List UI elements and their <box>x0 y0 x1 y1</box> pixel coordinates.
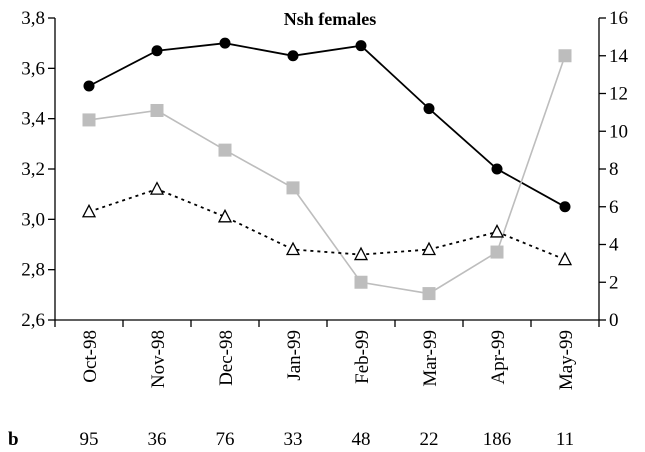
left-y-tick-label: 3,6 <box>21 58 45 79</box>
series-1-point <box>219 37 231 49</box>
footer-value: 76 <box>216 429 235 450</box>
footer-label: b <box>8 429 19 450</box>
series-1-line <box>88 42 566 208</box>
x-tick-label: Nov-98 <box>148 330 169 388</box>
right-y-tick-label: 16 <box>609 8 628 29</box>
series-1-point <box>355 40 367 52</box>
series-2-line <box>88 55 566 295</box>
series-3-point <box>557 251 573 266</box>
left-y-tick-label: 2,6 <box>21 310 45 331</box>
series-3-point <box>285 241 301 256</box>
x-tick-label: Apr-99 <box>488 330 509 385</box>
right-y-tick-label: 2 <box>609 272 619 293</box>
series-1-point <box>559 201 571 213</box>
series-3-point <box>81 203 97 218</box>
x-tick-label: Jan-99 <box>284 330 305 381</box>
series-1-point <box>491 163 503 175</box>
x-tick-label: Feb-99 <box>352 330 373 384</box>
left-y-tick-label: 3,2 <box>21 159 45 180</box>
series-2-point <box>558 49 572 63</box>
series-3-point <box>421 241 437 256</box>
series-3-line <box>88 188 566 261</box>
series-2-point <box>150 103 164 117</box>
footer-value: 36 <box>148 429 167 450</box>
x-tick-label: May-99 <box>556 330 577 390</box>
footer-value: 48 <box>352 429 371 450</box>
footer-row: b 95 36 76 33 48 22 186 11 <box>8 429 574 450</box>
x-tick-label: Oct-98 <box>80 330 101 383</box>
left-y-tick-label: 3,4 <box>21 109 45 130</box>
footer-value: 33 <box>284 429 303 450</box>
series-1-point <box>423 103 435 115</box>
footer-value: 11 <box>556 429 574 450</box>
left-y-tick-label: 2,8 <box>21 260 45 281</box>
series-2-point <box>354 275 368 289</box>
footer-value: 95 <box>80 429 99 450</box>
right-y-tick-label: 14 <box>609 46 629 67</box>
right-y-tick-label: 10 <box>609 121 628 142</box>
chart-title: Nsh females <box>284 9 377 29</box>
series-2-point <box>218 143 232 157</box>
left-y-tick-label: 3,8 <box>21 8 45 29</box>
x-tick-label: Mar-99 <box>420 330 441 387</box>
series-3-point <box>353 246 369 261</box>
series-layer <box>81 37 573 301</box>
right-y-tick-label: 12 <box>609 84 628 105</box>
series-1-point <box>83 80 95 92</box>
footer-value: 186 <box>483 429 512 450</box>
right-y-tick-label: 0 <box>609 310 619 331</box>
axes: 2,6 2,8 3,0 3,2 3,4 3,6 3,8 0 2 4 6 8 10 12 14 16 Oct-98… <box>21 8 628 390</box>
series-1-point <box>287 50 299 62</box>
series-1-point <box>151 45 163 57</box>
series-3-point <box>149 181 165 195</box>
series-2-point <box>286 181 300 195</box>
right-y-tick-label: 8 <box>609 159 619 180</box>
series-3-point <box>217 208 233 223</box>
x-tick-label: Dec-98 <box>216 330 237 386</box>
footer-value: 22 <box>420 429 439 450</box>
left-y-tick-label: 3,0 <box>21 209 45 230</box>
series-2-point <box>422 287 436 301</box>
series-3-point <box>489 224 505 238</box>
series-2-point <box>82 113 96 127</box>
series-2-point <box>490 245 504 259</box>
right-y-tick-label: 6 <box>609 197 619 218</box>
right-y-tick-label: 4 <box>609 235 619 256</box>
